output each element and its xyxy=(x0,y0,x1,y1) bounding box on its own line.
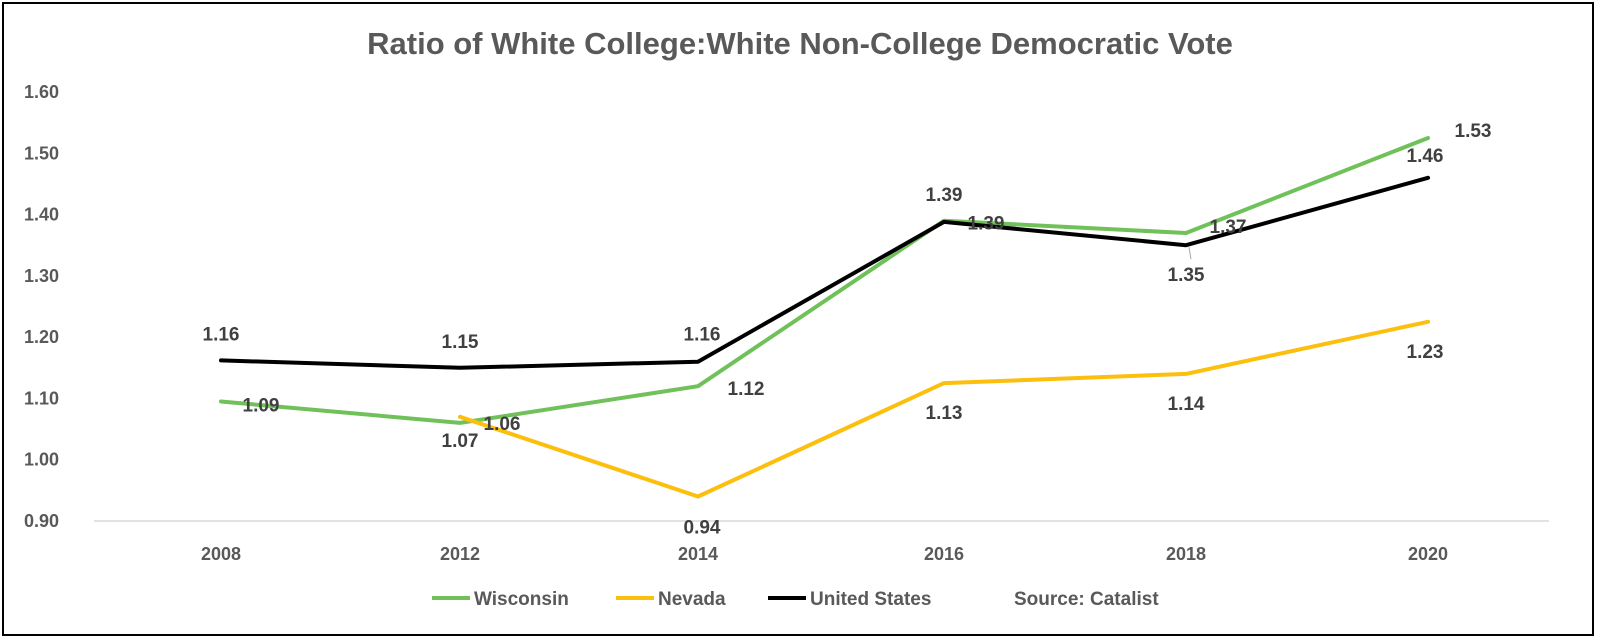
axes: 0.90 1.00 1.10 1.20 1.30 1.40 1.50 1.60 2008 2012… xyxy=(24,82,1549,564)
source-annotation: Source: Catalist xyxy=(1014,589,1159,610)
x-tick-label: 2012 xyxy=(440,544,480,564)
legend: Wisconsin Nevada United States Source: Cata… xyxy=(432,589,1159,610)
series-line-nevada xyxy=(458,319,1430,499)
series-lines xyxy=(219,136,1430,499)
y-tick-label: 1.30 xyxy=(24,266,59,286)
data-label: 1.23 xyxy=(1407,342,1444,363)
data-label: 1.15 xyxy=(442,332,479,353)
x-tick-label: 2016 xyxy=(924,544,964,564)
data-label: 1.14 xyxy=(1168,394,1205,415)
series-line-united-states xyxy=(219,175,1430,370)
data-label: 1.07 xyxy=(442,431,479,452)
data-label: 1.39 xyxy=(968,214,1005,235)
y-tick-label: 1.00 xyxy=(24,450,59,470)
data-label: 1.39 xyxy=(926,185,963,206)
data-label: 0.94 xyxy=(684,517,721,538)
legend-item-united-states: United States xyxy=(768,589,931,610)
legend-label: United States xyxy=(810,589,931,610)
legend-item-nevada: Nevada xyxy=(616,589,726,610)
data-label: 1.46 xyxy=(1407,146,1444,167)
data-label: 1.53 xyxy=(1455,121,1492,142)
data-label: 1.13 xyxy=(926,403,963,424)
data-label: 1.16 xyxy=(684,325,721,346)
data-label: 1.37 xyxy=(1210,217,1247,238)
leader-line xyxy=(1188,247,1192,260)
data-label: 1.06 xyxy=(484,414,521,435)
y-tick-label: 1.10 xyxy=(24,388,59,408)
y-tick-label: 1.50 xyxy=(24,143,59,163)
data-labels: 1.09 1.06 1.12 1.39 1.37 1.53 1.07 0.94 1.13 1.14… xyxy=(203,121,1492,539)
y-tick-label: 0.90 xyxy=(24,511,59,531)
data-label: 1.16 xyxy=(203,324,240,345)
legend-label: Nevada xyxy=(658,589,726,610)
chart-title: Ratio of White College:White Non-College… xyxy=(367,26,1233,61)
x-tick-label: 2020 xyxy=(1408,544,1448,564)
x-tick-label: 2018 xyxy=(1166,544,1206,564)
legend-item-wisconsin: Wisconsin xyxy=(432,589,569,610)
y-tick-label: 1.20 xyxy=(24,327,59,347)
series-line-wisconsin xyxy=(219,136,1430,425)
data-label: 1.35 xyxy=(1168,265,1205,286)
line-chart: 0.90 1.00 1.10 1.20 1.30 1.40 1.50 1.60 2008 2012… xyxy=(24,82,1549,610)
y-tick-label: 1.40 xyxy=(24,205,59,225)
x-tick-label: 2008 xyxy=(201,544,241,564)
data-label: 1.12 xyxy=(728,379,765,400)
x-tick-label: 2014 xyxy=(678,544,718,564)
legend-label: Wisconsin xyxy=(474,589,569,610)
y-tick-label: 1.60 xyxy=(24,82,59,102)
data-label: 1.09 xyxy=(243,395,280,416)
